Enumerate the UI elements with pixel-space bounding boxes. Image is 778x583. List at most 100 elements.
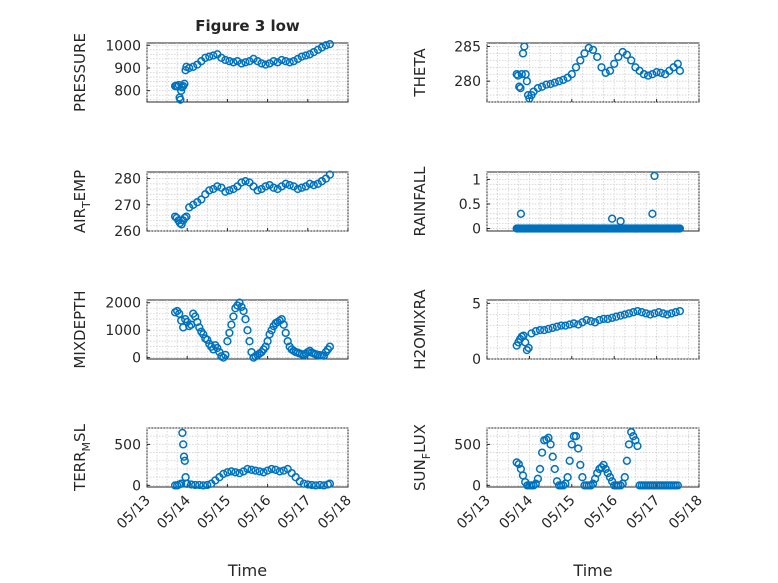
data-point — [219, 469, 228, 479]
terr-msl-ylabel: TERRMSL — [71, 423, 93, 492]
subplot-mixdepth: 0 1000 2000 MIXDEPTH — [71, 290, 349, 369]
x-tick-label: 05/17 — [275, 493, 315, 533]
data-point — [293, 184, 302, 194]
data-point — [540, 325, 549, 335]
data-point — [241, 315, 250, 324]
data-point — [557, 321, 566, 330]
data-point — [237, 178, 246, 187]
data-point — [229, 58, 238, 67]
x-axis-label: Time — [227, 561, 267, 580]
data-point — [542, 80, 551, 89]
subplot-rainfall: 0 0.5 1 RAINFALL — [411, 166, 700, 238]
data-point — [297, 52, 306, 61]
data-point — [586, 481, 596, 490]
data-point — [263, 466, 272, 475]
data-point — [601, 68, 610, 77]
data-point — [180, 213, 189, 223]
x-tick-label: 05/16 — [581, 492, 621, 532]
data-point — [281, 328, 290, 338]
y-tick-label: 500 — [454, 437, 481, 453]
data-point — [513, 71, 523, 80]
data-point — [178, 428, 187, 438]
data-point — [261, 182, 270, 191]
data-point — [520, 42, 529, 51]
data-point — [203, 335, 212, 344]
data-point — [203, 480, 212, 490]
x-tick-label: 05/18 — [315, 493, 355, 533]
data-point — [516, 209, 526, 218]
data-point — [599, 314, 608, 324]
data-point — [279, 466, 288, 475]
data-point — [180, 79, 189, 88]
data-point — [614, 52, 623, 62]
data-point — [265, 59, 274, 68]
data-point — [325, 170, 335, 179]
data-point — [616, 311, 625, 320]
data-point — [251, 466, 260, 475]
data-point — [241, 58, 250, 67]
data-point — [516, 83, 525, 93]
data-point — [281, 57, 290, 66]
data-point — [565, 456, 574, 465]
x-tick-label: 05/14 — [154, 492, 194, 532]
data-point — [182, 212, 191, 221]
data-point — [235, 298, 244, 307]
data-point — [648, 209, 657, 218]
data-point — [607, 477, 617, 486]
axes-box — [486, 427, 700, 488]
data-point — [622, 50, 632, 59]
data-point — [671, 308, 680, 317]
data-point — [571, 432, 581, 441]
data-point — [597, 63, 606, 72]
data-point — [241, 177, 250, 186]
data-point — [537, 448, 547, 457]
data-point — [546, 79, 555, 89]
data-point — [176, 95, 185, 104]
data-point — [253, 186, 262, 195]
data-point — [648, 70, 657, 79]
x-tick-label: 05/16 — [235, 492, 275, 532]
data-point — [605, 473, 615, 482]
axes-box — [486, 171, 700, 232]
data-point — [221, 55, 230, 65]
figure-title: Figure 3 low — [195, 17, 300, 35]
axes-box — [146, 427, 349, 488]
data-point — [656, 68, 665, 77]
data-point — [529, 481, 538, 490]
data-point — [531, 327, 540, 336]
y-tick-label: 270 — [114, 198, 141, 214]
data-point — [213, 182, 222, 191]
y-tick-label: 0 — [132, 478, 141, 494]
data-point — [177, 86, 186, 95]
data-point — [253, 57, 262, 66]
data-point — [239, 306, 248, 316]
data-point — [291, 473, 300, 482]
y-tick-label: 1 — [472, 172, 481, 188]
data-point — [546, 440, 555, 449]
data-point — [183, 479, 192, 488]
data-point — [235, 468, 244, 478]
data-point — [255, 467, 264, 476]
data-point — [195, 323, 204, 332]
data-point — [227, 467, 236, 476]
subplot-h2omixra: 0 5 H2OMIXRA — [411, 289, 700, 370]
data-point — [265, 330, 274, 339]
data-point — [237, 59, 246, 68]
data-point — [533, 83, 543, 93]
data-point — [305, 179, 314, 188]
data-point — [574, 444, 583, 453]
data-point — [289, 57, 298, 66]
data-point — [247, 465, 256, 474]
data-point — [271, 465, 280, 474]
data-point — [269, 57, 278, 66]
sun-flux-ylabel: SUNFLUX — [411, 424, 433, 491]
data-point — [261, 60, 270, 69]
y-tick-label: 1000 — [105, 38, 141, 54]
data-point — [605, 66, 615, 75]
data-point — [197, 195, 206, 204]
data-point — [578, 473, 587, 482]
data-point — [535, 464, 545, 474]
y-tick-label: 1000 — [105, 323, 141, 339]
data-point — [627, 427, 636, 437]
data-point — [177, 220, 186, 229]
